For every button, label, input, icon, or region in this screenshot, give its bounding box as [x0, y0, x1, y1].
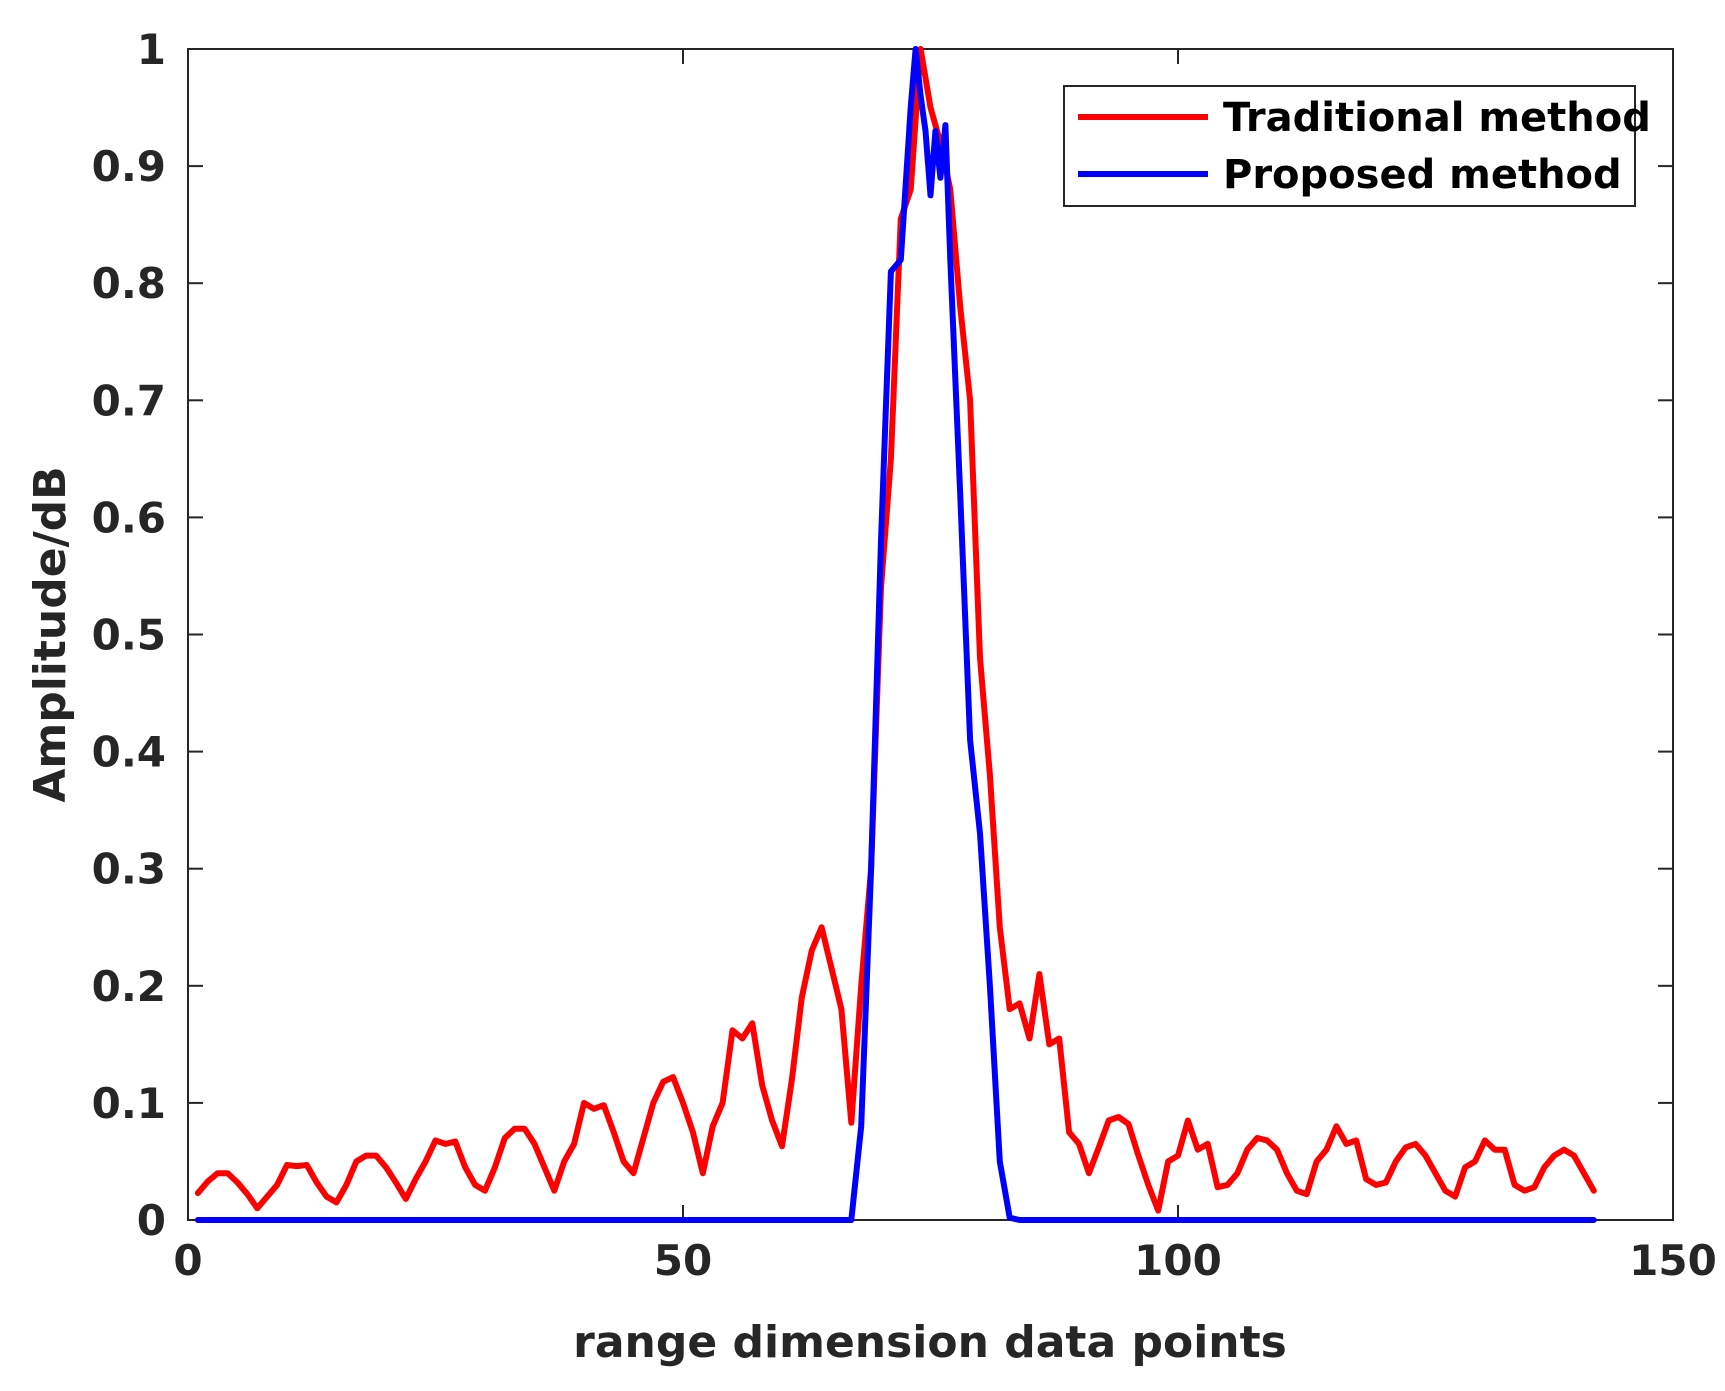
- y-tick-label: 0.1: [92, 1079, 166, 1128]
- y-tick-label: 0.9: [92, 142, 166, 191]
- y-tick-label: 0.2: [92, 962, 166, 1011]
- series-line-traditional-method: [194, 46, 1597, 1214]
- plot-area: [187, 48, 1674, 1221]
- y-tick-label: 1: [137, 25, 166, 74]
- y-tick-label: 0.5: [92, 611, 166, 660]
- x-tick-label: 0: [173, 1236, 202, 1285]
- series-lines: [194, 46, 1597, 1223]
- legend-label-proposed: Proposed method: [1223, 152, 1622, 198]
- x-axis-label: range dimension data points: [573, 1317, 1287, 1368]
- x-tick-label: 50: [654, 1236, 712, 1285]
- legend-box: [1063, 85, 1636, 207]
- y-tick-label: 0.7: [92, 376, 166, 425]
- axis-ticks: 0 50 100 150 0 0.1 0.2 0.3 0.4 0.5 0.6 0.7 0.8 0.9 1: [92, 25, 1717, 1285]
- x-tick-label: 100: [1134, 1236, 1222, 1285]
- y-tick-label: 0.8: [92, 259, 166, 308]
- legend-label-traditional: Traditional method: [1223, 95, 1651, 141]
- y-tick-label: 0: [137, 1196, 166, 1245]
- legend: Traditional method Proposed method: [1063, 85, 1651, 207]
- y-axis-label: Amplitude/dB: [25, 466, 76, 802]
- y-tick-label: 0.6: [92, 493, 166, 542]
- series-line-proposed-method: [194, 46, 1597, 1223]
- y-tick-label: 0.4: [92, 728, 166, 777]
- y-tick-label: 0.3: [92, 845, 166, 894]
- x-tick-label: 150: [1629, 1236, 1717, 1285]
